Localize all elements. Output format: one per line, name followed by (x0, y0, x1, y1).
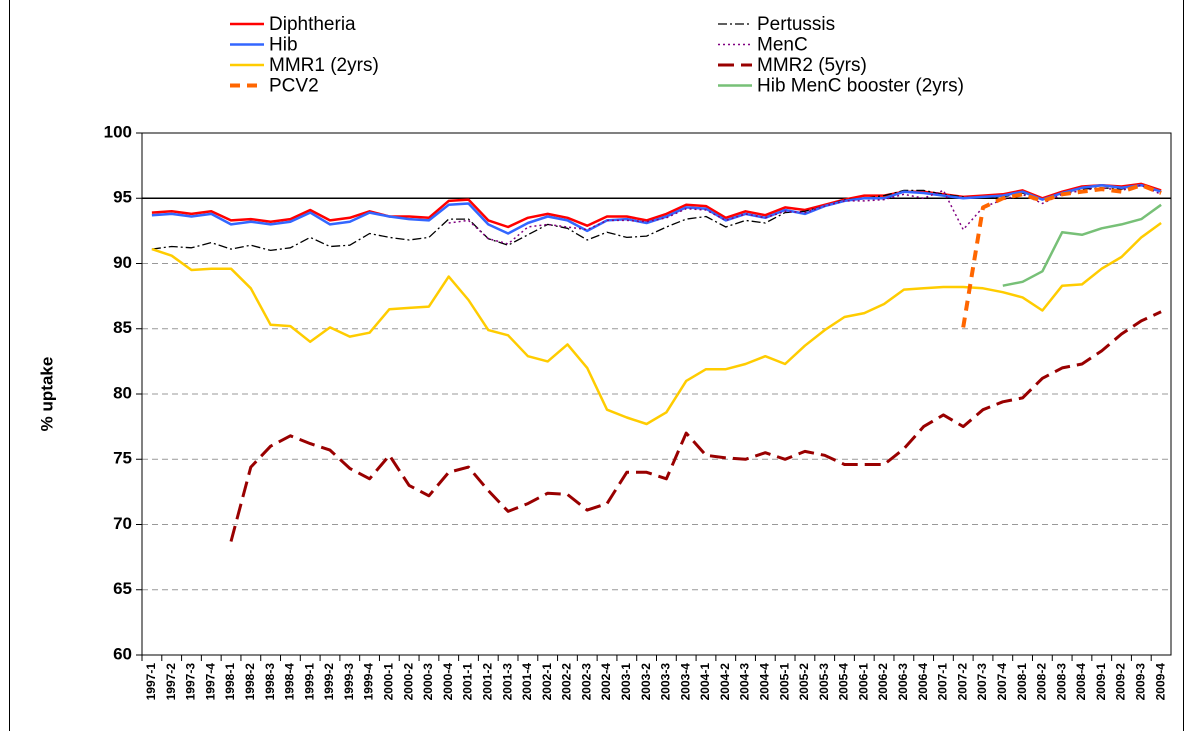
x-tick-label: 2000-1 (382, 663, 396, 701)
series-line (151, 183, 1162, 235)
x-tick-label: 2008-3 (1054, 663, 1068, 701)
x-tick-label: 2005-4 (837, 663, 851, 701)
x-tick-label: 2003-1 (619, 663, 633, 701)
x-tick-label: 2005-3 (817, 663, 831, 701)
x-tick-label: 2003-4 (678, 663, 692, 701)
x-tick-label: 2002-2 (560, 663, 574, 701)
x-tick-label: 2001-2 (480, 663, 494, 701)
x-tick-label: 1999-4 (362, 663, 376, 701)
x-tick-label: 2003-2 (639, 663, 653, 701)
x-tick-label: 2004-4 (758, 663, 772, 701)
y-tick-label: 95 (113, 188, 132, 207)
series-line (961, 183, 1162, 328)
x-tick-label: 2004-2 (718, 663, 732, 701)
x-tick-label: 2006-2 (876, 663, 890, 701)
series-line (151, 184, 1162, 252)
x-tick-label: 2005-1 (777, 663, 791, 701)
legend-label: PCV2 (269, 76, 319, 97)
x-tick-label: 2003-3 (659, 663, 673, 701)
series-line (151, 221, 1162, 426)
x-tick-label: 2001-4 (520, 663, 534, 701)
chart-frame (9, 0, 1184, 731)
x-tick-label: 1997-2 (164, 663, 178, 701)
y-tick-label: 85 (113, 318, 132, 337)
x-tick-label: 2009-4 (1153, 663, 1167, 701)
x-tick-label: 1999-2 (322, 663, 336, 701)
legend-label: MMR1 (2yrs) (269, 55, 379, 76)
x-tick-label: 2004-3 (738, 663, 752, 701)
x-tick-label: 1997-1 (144, 663, 158, 701)
x-tick-label: 2005-2 (797, 663, 811, 701)
x-tick-label: 2000-2 (401, 663, 415, 701)
y-tick-label: 80 (113, 383, 132, 402)
y-tick-label: 65 (113, 579, 132, 598)
x-tick-label: 2007-4 (995, 663, 1009, 701)
y-tick-label: 75 (113, 449, 132, 468)
legend-label: Pertussis (757, 14, 835, 35)
x-tick-label: 2002-4 (599, 663, 613, 701)
y-tick-label: 70 (113, 514, 132, 533)
x-tick-label: 2006-3 (896, 663, 910, 701)
x-tick-label: 1997-3 (184, 663, 198, 701)
x-tick-label: 2002-3 (579, 663, 593, 701)
x-tick-label: 2009-2 (1114, 663, 1128, 701)
x-tick-label: 2007-2 (955, 663, 969, 701)
x-tick-label: 2008-2 (1035, 663, 1049, 701)
x-tick-label: 2006-1 (856, 663, 870, 701)
legend-label: Diphtheria (269, 14, 356, 35)
series-line (1002, 203, 1162, 287)
y-tick-label: 90 (113, 253, 132, 272)
x-tick-label: 2009-1 (1094, 663, 1108, 701)
x-tick-label: 2008-1 (1015, 663, 1029, 701)
x-tick-label: 2002-1 (540, 663, 554, 701)
x-tick-label: 1998-1 (223, 663, 237, 701)
x-tick-label: 2009-3 (1133, 663, 1147, 701)
x-tick-label: 2001-3 (500, 663, 514, 701)
x-tick-label: 1998-2 (243, 663, 257, 701)
y-tick-label: 100 (104, 122, 132, 141)
series-line (151, 182, 1162, 229)
x-tick-label: 2001-1 (461, 663, 475, 701)
legend-label: Hib (269, 35, 298, 56)
x-tick-label: 1998-4 (283, 663, 297, 701)
x-tick-label: 1999-3 (342, 663, 356, 701)
y-tick-label: 60 (113, 644, 132, 663)
y-axis-title: % uptake (37, 357, 56, 432)
legend-label: MMR2 (5yrs) (757, 55, 867, 76)
x-tick-label: 2000-4 (441, 663, 455, 701)
legend-label: MenC (757, 35, 808, 56)
x-tick-label: 2006-4 (916, 663, 930, 701)
x-tick-label: 2004-1 (698, 663, 712, 701)
x-tick-label: 1998-3 (263, 663, 277, 701)
x-tick-label: 2008-4 (1074, 663, 1088, 701)
legend-label: Hib MenC booster (2yrs) (757, 76, 964, 97)
x-tick-label: 1997-4 (203, 663, 217, 701)
x-tick-label: 1999-1 (302, 663, 316, 701)
series-line (448, 184, 1162, 245)
series-line (229, 310, 1162, 542)
x-tick-label: 2007-1 (936, 663, 950, 701)
x-tick-label: 2007-3 (975, 663, 989, 701)
x-tick-label: 2000-3 (421, 663, 435, 701)
